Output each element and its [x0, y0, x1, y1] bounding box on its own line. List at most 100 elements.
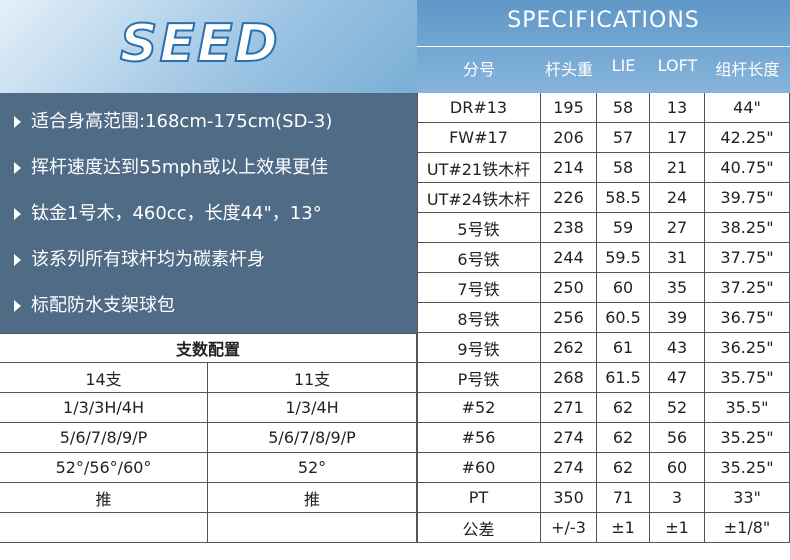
spec-cell: 37.75"	[705, 243, 790, 273]
spec-cell: 62	[597, 393, 650, 423]
spec-cell: 256	[541, 303, 597, 333]
spec-cell: 195	[541, 93, 597, 123]
spec-cell: 9号铁	[417, 333, 541, 363]
spec-cell: 39	[650, 303, 705, 333]
spec-cell: 62	[597, 423, 650, 453]
config-column: 11支	[208, 363, 417, 393]
spec-cell: ±1	[650, 513, 705, 543]
spec-cell: 6号铁	[417, 243, 541, 273]
empty-cell	[0, 513, 208, 543]
spec-cell: 31	[650, 243, 705, 273]
spec-cell: 59.5	[597, 243, 650, 273]
config-cell: 1/3/4H	[208, 393, 417, 423]
spec-cell: 36.25"	[705, 333, 790, 363]
spec-cell: 274	[541, 423, 597, 453]
column-header: 杆头重	[544, 60, 593, 79]
feature-panel: 适合身高范围:168cm-175cm(SD-3) 挥杆速度达到55mph或以上效果…	[0, 93, 417, 333]
config-cell: 5/6/7/8/9/P	[208, 423, 417, 453]
spec-cell: 21	[650, 153, 705, 183]
feature-item: 该系列所有球杆均为碳素杆身	[14, 245, 265, 271]
spec-cell: 37.25"	[705, 273, 790, 303]
config-column: 14支	[0, 363, 208, 393]
divider	[417, 46, 790, 47]
spec-cell: 60	[597, 273, 650, 303]
spec-cell: 3	[650, 483, 705, 513]
spec-cell: 60	[650, 453, 705, 483]
spec-cell: 33"	[705, 483, 790, 513]
spec-cell: #52	[417, 393, 541, 423]
config-cell: 52°	[208, 453, 417, 483]
spec-cell: 61	[597, 333, 650, 363]
spec-cell: 35	[650, 273, 705, 303]
config-cell: 推	[0, 483, 208, 513]
spec-cell: 244	[541, 243, 597, 273]
spec-cell: 5号铁	[417, 213, 541, 243]
spec-cell: 35.25"	[705, 453, 790, 483]
config-cell: 1/3/3H/4H	[0, 393, 208, 423]
spec-cell: 59	[597, 213, 650, 243]
spec-cell: 36.75"	[705, 303, 790, 333]
spec-cell: PT	[417, 483, 541, 513]
spec-cell: UT#24铁木杆	[417, 183, 541, 213]
spec-cell: 公差	[417, 513, 541, 543]
spec-cell: 40.75"	[705, 153, 790, 183]
spec-cell: 35.5"	[705, 393, 790, 423]
empty-cell	[208, 513, 417, 543]
spec-cell: 274	[541, 453, 597, 483]
config-cell: 52°/56°/60°	[0, 453, 208, 483]
spec-header: SPECIFICATIONS	[417, 0, 790, 93]
spec-cell: 262	[541, 333, 597, 363]
spec-cell: 27	[650, 213, 705, 243]
spec-cell: 350	[541, 483, 597, 513]
spec-cell: 60.5	[597, 303, 650, 333]
logo: SEED	[119, 13, 280, 75]
spec-cell: 271	[541, 393, 597, 423]
logo-panel: SEED	[0, 0, 417, 93]
spec-cell: 214	[541, 153, 597, 183]
spec-cell: 43	[650, 333, 705, 363]
config-title: 支数配置	[0, 333, 417, 363]
spec-cell: 58	[597, 93, 650, 123]
spec-cell: 268	[541, 363, 597, 393]
spec-cell: 38.25"	[705, 213, 790, 243]
table-border	[417, 93, 418, 543]
spec-cell: 44"	[705, 93, 790, 123]
column-header: 分号	[462, 60, 495, 79]
spec-cell: ±1/8"	[705, 513, 790, 543]
spec-cell: 62	[597, 453, 650, 483]
spec-cell: +/-3	[541, 513, 597, 543]
spec-cell: UT#21铁木杆	[417, 153, 541, 183]
spec-cell: 250	[541, 273, 597, 303]
spec-cell: 17	[650, 123, 705, 153]
spec-cell: P号铁	[417, 363, 541, 393]
spec-cell: 35.25"	[705, 423, 790, 453]
spec-cell: ±1	[597, 513, 650, 543]
spec-cell: 238	[541, 213, 597, 243]
spec-title: SPECIFICATIONS	[507, 8, 700, 33]
spec-cell: 61.5	[597, 363, 650, 393]
column-header: 组杆长度	[715, 60, 780, 79]
spec-cell: 58.5	[597, 183, 650, 213]
spec-cell: #56	[417, 423, 541, 453]
spec-cell: 47	[650, 363, 705, 393]
feature-item: 适合身高范围:168cm-175cm(SD-3)	[14, 107, 332, 133]
spec-cell: 57	[597, 123, 650, 153]
spec-cell: 52	[650, 393, 705, 423]
table-border	[0, 333, 417, 334]
spec-cell: 39.75"	[705, 183, 790, 213]
feature-item: 标配防水支架球包	[14, 291, 175, 317]
spec-cell: 206	[541, 123, 597, 153]
spec-cell: 56	[650, 423, 705, 453]
feature-item: 钛金1号木，460cc，长度44"，13°	[14, 199, 322, 225]
spec-cell: 13	[650, 93, 705, 123]
spec-cell: 42.25"	[705, 123, 790, 153]
spec-cell: 35.75"	[705, 363, 790, 393]
spec-cell: FW#17	[417, 123, 541, 153]
spec-cell: 8号铁	[417, 303, 541, 333]
spec-cell: DR#13	[417, 93, 541, 123]
config-cell: 5/6/7/8/9/P	[0, 423, 208, 453]
spec-cell: 71	[597, 483, 650, 513]
column-header: LIE	[611, 56, 636, 75]
